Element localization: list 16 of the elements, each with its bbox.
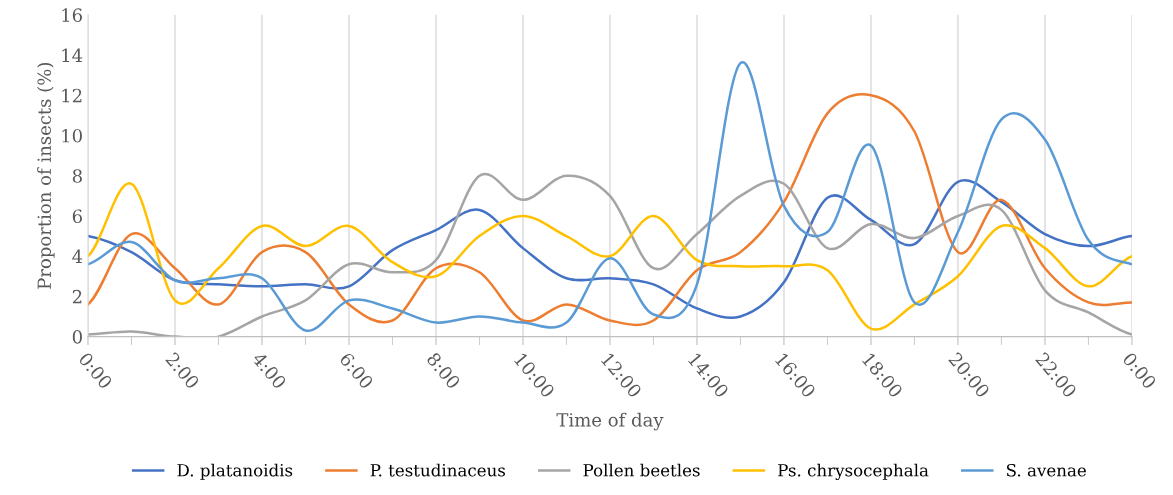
y-tick-label: 4 bbox=[72, 249, 83, 264]
legend-label: Pollen beetles bbox=[583, 463, 700, 477]
y-axis-title: Proportion of insects (%) bbox=[37, 63, 55, 289]
y-tick-label: 12 bbox=[62, 88, 82, 103]
y-tick-label: 8 bbox=[72, 169, 82, 183]
y-tick-label: 6 bbox=[72, 209, 82, 224]
legend-label: S. avenae bbox=[1007, 463, 1086, 477]
legend-label: Ps. chrysocephala bbox=[778, 463, 929, 480]
y-tick-label: 0 bbox=[72, 330, 82, 344]
x-axis-title: Time of day bbox=[556, 412, 664, 431]
legend-label: P. testudinaceus bbox=[370, 463, 506, 477]
y-tick-label: 14 bbox=[62, 48, 83, 62]
legend-label: D. platanoidis bbox=[177, 463, 293, 480]
y-tick-label: 10 bbox=[62, 128, 82, 143]
y-tick-label: 16 bbox=[62, 8, 82, 22]
y-tick-label: 2 bbox=[72, 289, 82, 304]
